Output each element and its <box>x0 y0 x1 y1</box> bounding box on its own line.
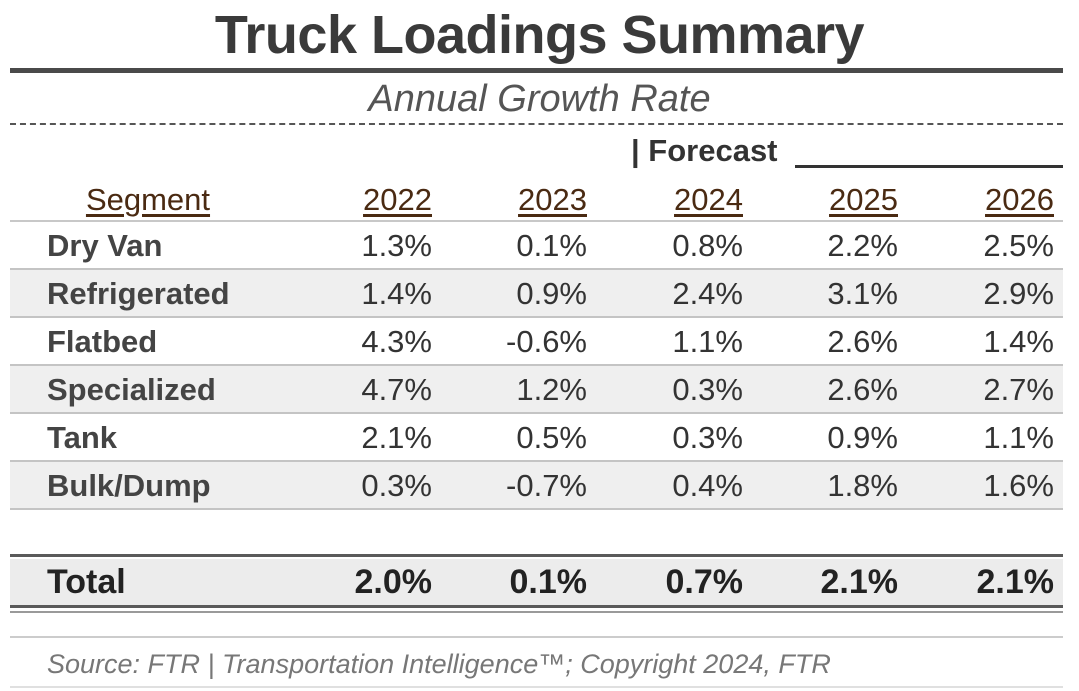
total-row <box>10 559 1063 605</box>
value-cell-2023: -0.7% <box>506 468 587 503</box>
row-segment-label: Flatbed <box>47 324 158 359</box>
value-cell-2022: 1.4% <box>361 276 432 311</box>
total-value-2026: 2.1% <box>976 563 1055 601</box>
total-value-2025: 2.1% <box>820 563 899 601</box>
value-cell-2026: 1.4% <box>983 324 1054 359</box>
value-cell-2024: 2.4% <box>672 276 743 311</box>
year-header-2022: 2022 <box>363 182 432 217</box>
table-row: Flatbed 4.3% -0.6% 1.1% 2.6% 1.4% <box>10 318 1063 366</box>
value-cell-2025: 3.1% <box>827 276 898 311</box>
value-cell-2023: 1.2% <box>516 372 587 407</box>
table-row: Tank 2.1% 0.5% 0.3% 0.9% 1.1% <box>10 414 1063 462</box>
value-cell-2026: 1.6% <box>983 468 1054 503</box>
value-cell-2023: 0.9% <box>516 276 587 311</box>
row-segment-label: Specialized <box>47 372 216 407</box>
value-cell-2023: -0.6% <box>506 324 587 359</box>
row-segment-label: Refrigerated <box>47 276 230 311</box>
row-segment-label: Bulk/Dump <box>47 468 211 503</box>
table-row: Bulk/Dump 0.3% -0.7% 0.4% 1.8% 1.6% <box>10 462 1063 510</box>
value-cell-2024: 0.3% <box>672 420 743 455</box>
total-label: Total <box>47 563 126 601</box>
value-cell-2026: 2.5% <box>983 228 1054 263</box>
value-cell-2025: 0.9% <box>827 420 898 455</box>
value-cell-2026: 2.7% <box>983 372 1054 407</box>
table-row: Refrigerated 1.4% 0.9% 2.4% 3.1% 2.9% <box>10 270 1063 318</box>
value-cell-2026: 2.9% <box>983 276 1054 311</box>
value-cell-2024: 1.1% <box>672 324 743 359</box>
value-cell-2024: 0.4% <box>672 468 743 503</box>
year-header-2026: 2026 <box>985 182 1054 217</box>
chart-title: Truck Loadings Summary <box>214 5 865 65</box>
total-bottom-rule <box>10 605 1063 608</box>
value-cell-2024: 0.3% <box>672 372 743 407</box>
year-header-2024: 2024 <box>674 182 743 217</box>
source-bottom-rule <box>10 686 1063 688</box>
year-header-2025: 2025 <box>829 182 898 217</box>
total-value-2024: 0.7% <box>665 563 744 601</box>
forecast-underline <box>795 165 1063 168</box>
segment-column-header: Segment <box>85 182 211 217</box>
value-cell-2022: 0.3% <box>361 468 432 503</box>
value-cell-2025: 2.6% <box>827 324 898 359</box>
total-bottom-rule-secondary <box>10 611 1063 613</box>
total-value-2022: 2.0% <box>354 563 433 601</box>
value-cell-2024: 0.8% <box>672 228 743 263</box>
chart-subtitle: Annual Growth Rate <box>368 78 711 120</box>
title-rule <box>10 68 1063 73</box>
value-cell-2026: 1.1% <box>983 420 1054 455</box>
row-segment-label: Dry Van <box>47 228 163 263</box>
value-cell-2023: 0.1% <box>516 228 587 263</box>
value-cell-2022: 1.3% <box>361 228 432 263</box>
value-cell-2025: 2.2% <box>827 228 898 263</box>
value-cell-2025: 2.6% <box>827 372 898 407</box>
value-cell-2022: 4.7% <box>361 372 432 407</box>
dashed-divider <box>10 123 1063 125</box>
value-cell-2022: 2.1% <box>361 420 432 455</box>
year-header-2023: 2023 <box>518 182 587 217</box>
row-segment-label: Tank <box>47 420 118 455</box>
table-row: Specialized 4.7% 1.2% 0.3% 2.6% 2.7% <box>10 366 1063 414</box>
value-cell-2023: 0.5% <box>516 420 587 455</box>
total-top-rule <box>10 554 1063 557</box>
forecast-label: | Forecast <box>631 133 778 168</box>
source-top-rule <box>10 636 1063 638</box>
total-value-2023: 0.1% <box>509 563 588 601</box>
header-rule <box>10 220 1063 222</box>
value-cell-2025: 1.8% <box>827 468 898 503</box>
table-row: Dry Van 1.3% 0.1% 0.8% 2.2% 2.5% <box>10 222 1063 270</box>
source-note: Source: FTR | Transportation Intelligenc… <box>47 649 831 679</box>
value-cell-2022: 4.3% <box>361 324 432 359</box>
